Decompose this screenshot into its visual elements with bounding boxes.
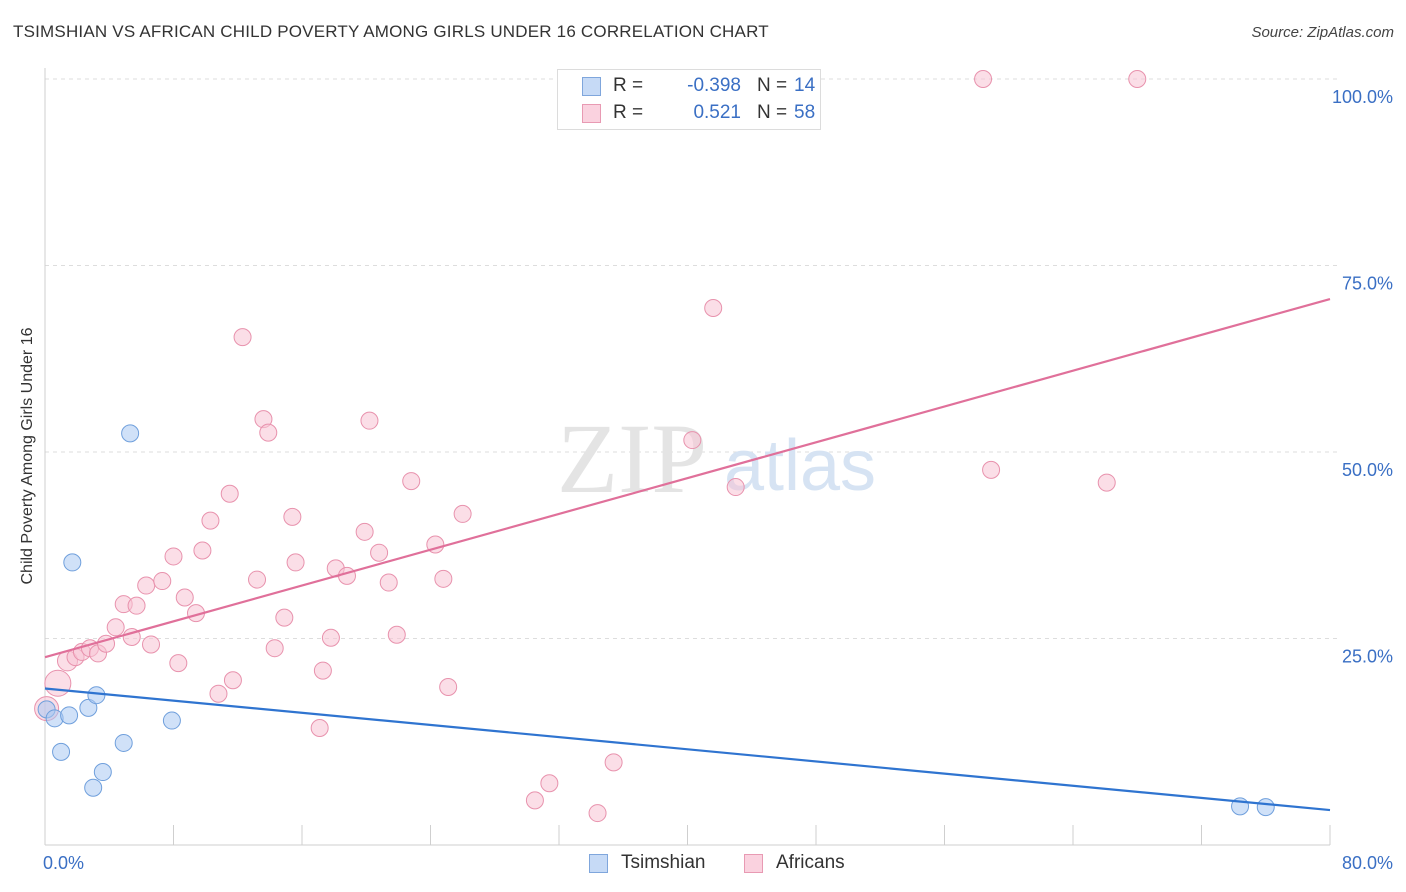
tsimshian-point — [162, 711, 181, 730]
africans-point — [434, 569, 453, 588]
y-tick-label: 100.0% — [1332, 87, 1393, 107]
tsimshian-trend-line — [44, 687, 1331, 812]
tsimshian-point — [114, 733, 133, 752]
tsimshian-point — [60, 706, 79, 725]
africans-swatch — [744, 854, 763, 873]
r-label: R = — [613, 75, 644, 96]
africans-point — [726, 478, 745, 497]
africans-point — [169, 654, 188, 673]
data-points — [34, 70, 1275, 823]
tsimshian-point — [84, 778, 103, 797]
africans-swatch — [582, 104, 601, 123]
africans-point — [44, 669, 72, 697]
africans-point — [142, 635, 161, 654]
watermark-atlas: atlas — [724, 426, 876, 506]
tsimshian-point — [93, 763, 112, 782]
r-label: R = — [613, 102, 644, 123]
africans-point — [974, 70, 993, 88]
grid-lines — [45, 78, 1338, 639]
tsimshian-swatch — [582, 77, 601, 96]
africans-point — [355, 522, 374, 541]
africans-point — [153, 572, 172, 591]
n-label: N = — [757, 75, 788, 96]
africans-point — [704, 299, 723, 318]
tsimshian-point — [87, 686, 106, 705]
africans-point — [175, 588, 194, 607]
africans-point — [453, 504, 472, 523]
africans-point — [1097, 473, 1116, 492]
africans-point — [106, 618, 125, 637]
africans-point — [321, 628, 340, 647]
r-value: 0.521 — [693, 102, 741, 123]
africans-point — [286, 553, 305, 572]
africans-point — [683, 431, 702, 450]
africans-trend-line — [44, 298, 1331, 659]
africans-point — [220, 484, 239, 503]
africans-point — [313, 661, 332, 680]
y-tick-label: 50.0% — [1342, 460, 1393, 480]
tsimshian-swatch — [589, 854, 608, 873]
africans-point — [370, 543, 389, 562]
africans-point — [248, 570, 267, 589]
tsimshian-point — [52, 742, 71, 761]
africans-point — [588, 804, 607, 823]
tick-labels: 25.0% 50.0% 75.0% 100.0% 0.0% 80.0% — [43, 87, 1393, 873]
watermark: ZIP atlas — [557, 403, 876, 514]
watermark-zip: ZIP — [557, 403, 707, 514]
africans-point — [209, 684, 228, 703]
africans-point — [283, 507, 302, 526]
chart-title: TSIMSHIAN VS AFRICAN CHILD POVERTY AMONG… — [13, 22, 769, 41]
africans-point — [233, 328, 252, 347]
legend-label: Tsimshian — [621, 852, 706, 873]
africans-point — [982, 460, 1001, 479]
africans-point — [137, 576, 156, 595]
africans-point — [259, 423, 278, 442]
source-label: Source: ZipAtlas.com — [1251, 24, 1394, 41]
x-tick-label: 0.0% — [43, 853, 84, 873]
africans-point — [127, 596, 146, 615]
tsimshian-point — [63, 553, 82, 572]
africans-point — [540, 774, 559, 793]
legend-label: Africans — [776, 852, 845, 873]
n-value: 14 — [794, 75, 816, 96]
y-tick-label: 75.0% — [1342, 274, 1393, 294]
africans-point — [360, 411, 379, 430]
africans-point — [337, 566, 356, 585]
africans-point — [223, 671, 242, 690]
africans-point — [604, 753, 623, 772]
africans-point — [525, 791, 544, 810]
africans-point — [402, 472, 421, 491]
africans-point — [201, 511, 220, 530]
africans-point — [265, 639, 284, 658]
africans-point — [379, 573, 398, 592]
n-value: 58 — [794, 102, 816, 123]
africans-point — [275, 608, 294, 627]
africans-point — [310, 719, 329, 738]
tsimshian-point — [45, 709, 64, 728]
x-tick-label: 80.0% — [1342, 853, 1393, 873]
tsimshian-point — [1256, 798, 1275, 817]
y-tick-label: 25.0% — [1342, 647, 1393, 667]
africans-point — [387, 625, 406, 644]
africans-point — [193, 541, 212, 560]
trend-lines — [44, 298, 1331, 812]
correlation-legend: R = -0.398 N = 14 R = 0.521 N = 58 — [557, 69, 821, 130]
africans-point — [1128, 70, 1147, 88]
r-value: -0.398 — [687, 75, 741, 96]
tsimshian-point — [121, 424, 140, 443]
tsimshian-point — [79, 698, 98, 717]
africans-point — [439, 677, 458, 696]
n-label: N = — [757, 102, 788, 123]
africans-point — [164, 547, 183, 566]
